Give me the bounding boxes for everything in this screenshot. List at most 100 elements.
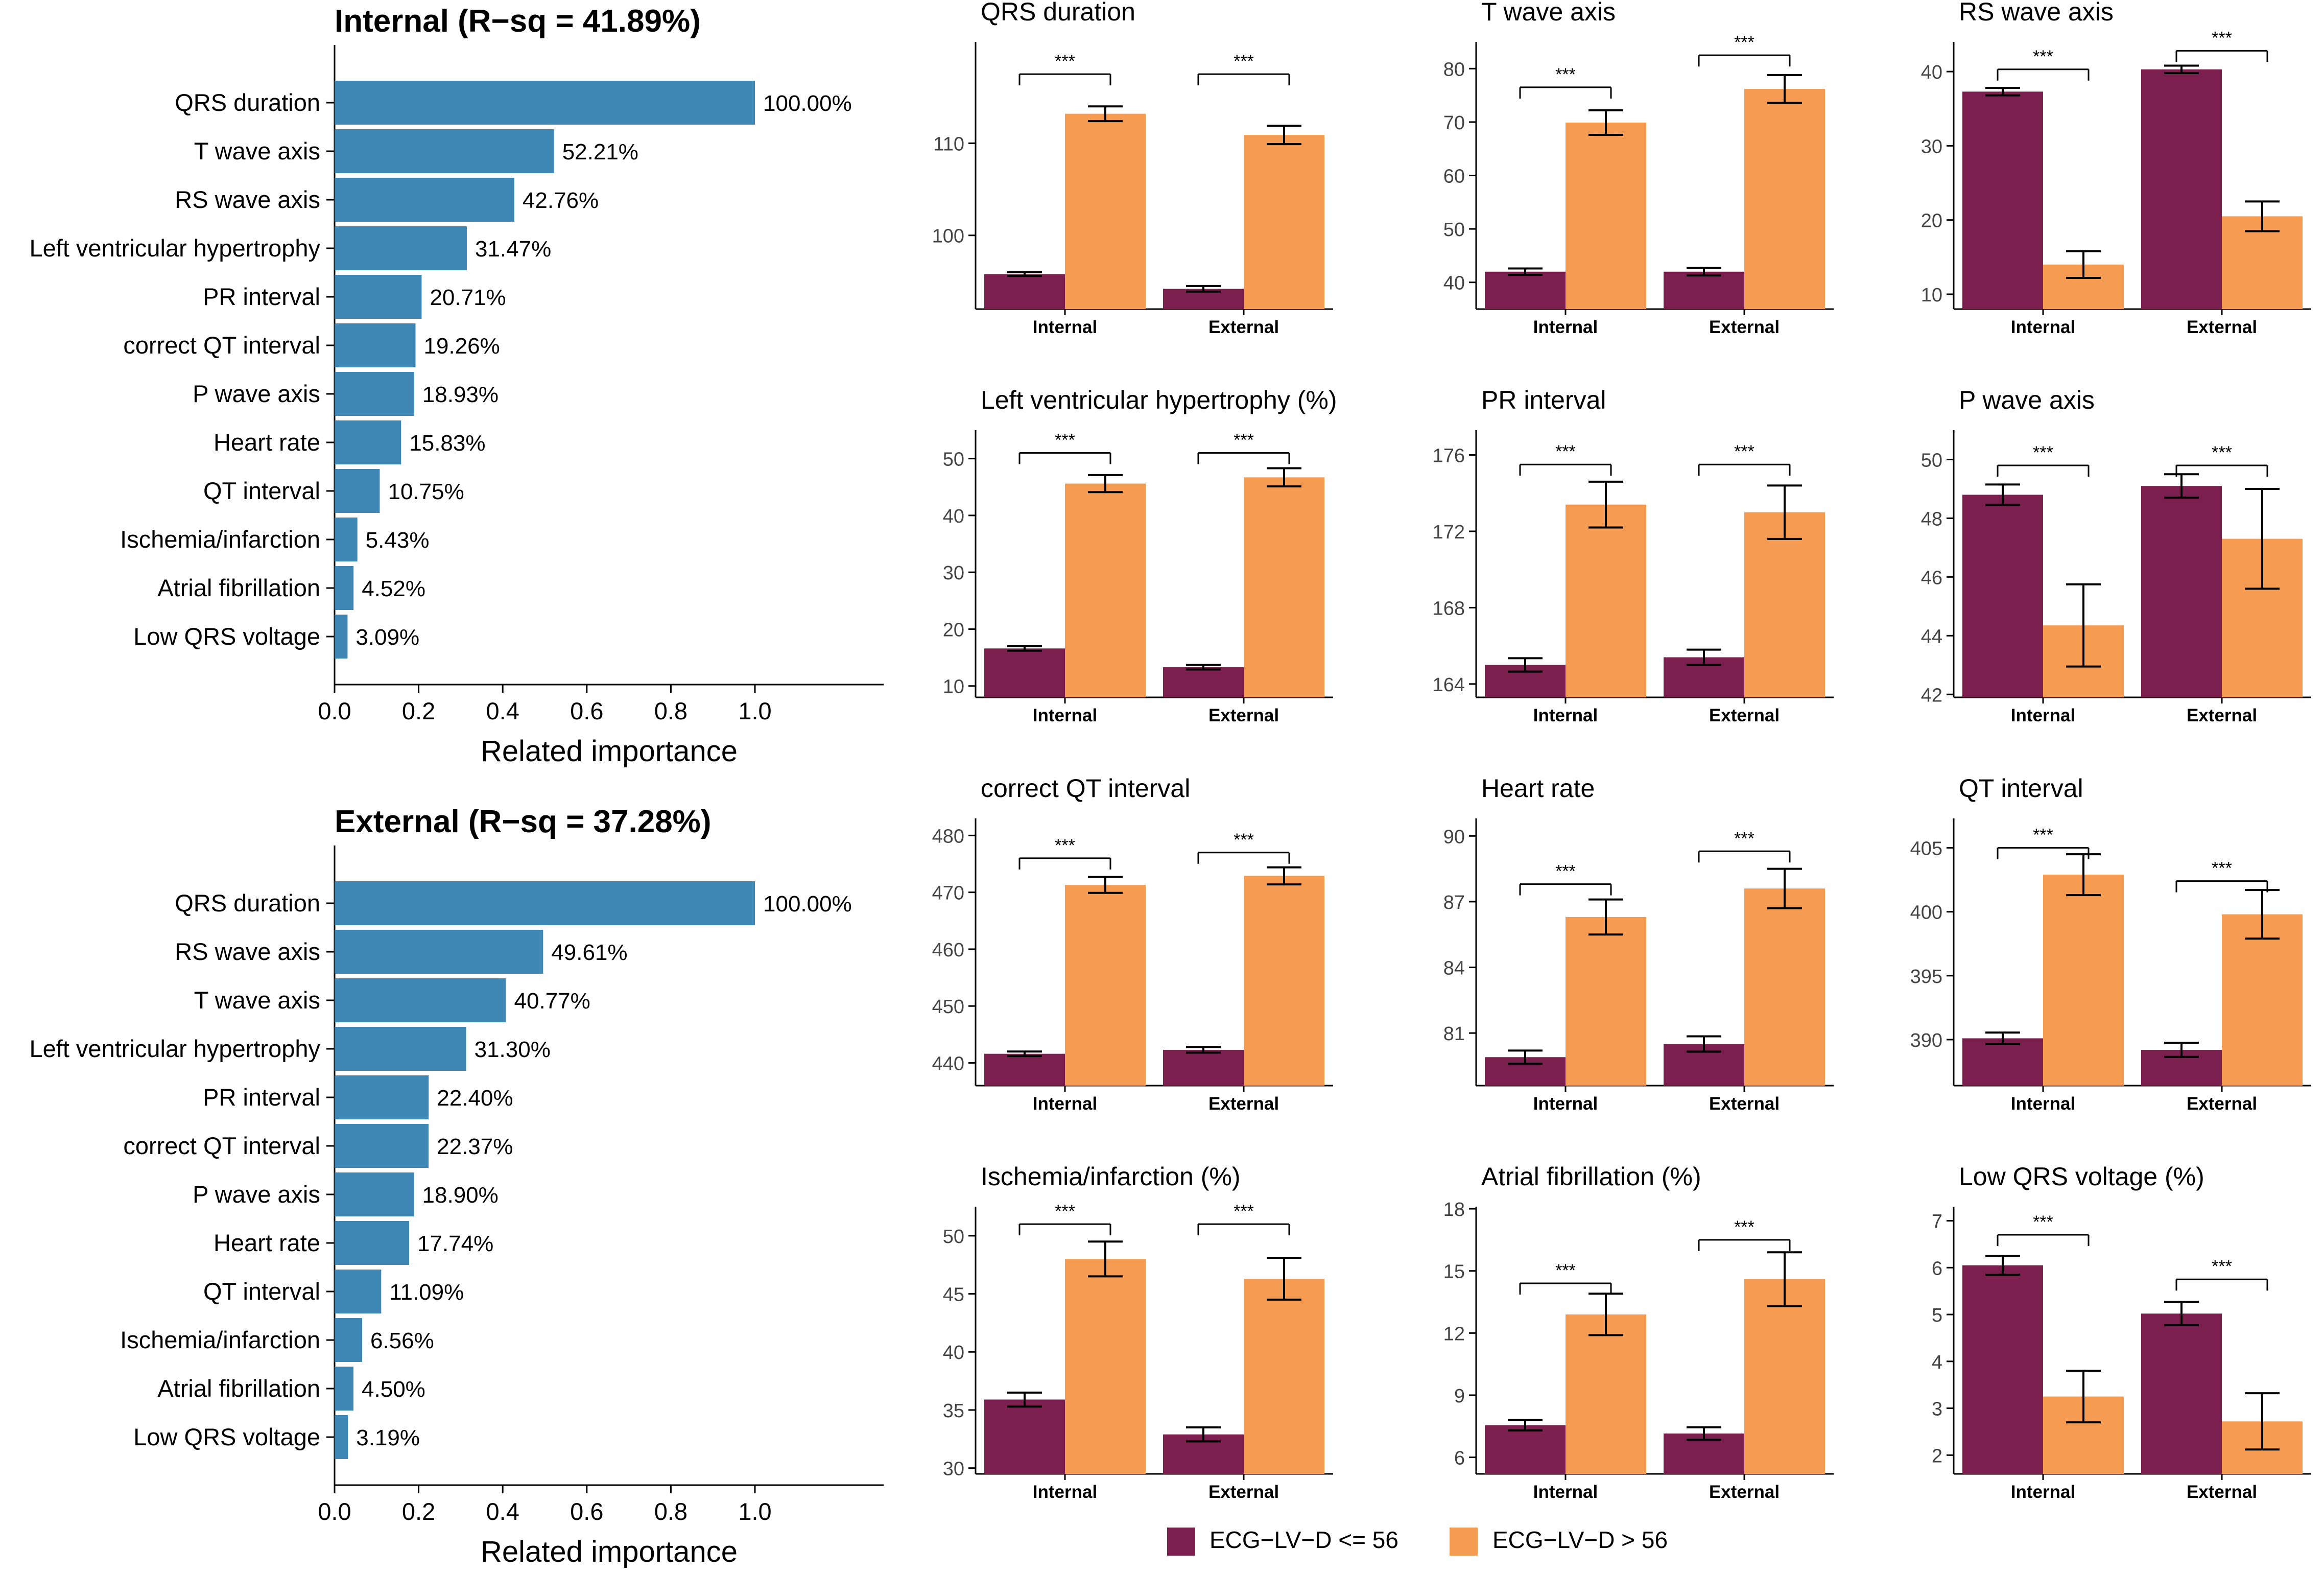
chart-title: Left ventricular hypertrophy (%) [981,386,1337,414]
y-tick-label: 450 [932,996,964,1018]
x-tick-label: External [1208,1482,1279,1502]
category-label: QT interval [203,477,320,504]
value-label: 31.47% [475,237,551,262]
bar-low-group [1485,271,1566,309]
significance-label: *** [1234,830,1254,850]
importance-bar [335,518,358,561]
x-tick-label: Internal [1033,317,1097,337]
small-chart: QT interval 390 395 400 405 Internal *** Extern… [1910,774,2311,1114]
small-chart: QRS duration 100 110 Internal *** External *** [932,0,1333,337]
x-tick-label: 0.6 [570,697,603,724]
small-chart: correct QT interval 440 450 460 470 480 Intern… [932,774,1333,1114]
importance-bar [335,81,755,125]
y-tick-label: 440 [932,1053,964,1074]
x-tick-label: External [1208,706,1279,725]
category-label: P wave axis [193,380,320,407]
bar-low-group [2141,486,2222,697]
bar-high-group [1244,1278,1324,1474]
y-tick-label: 4 [1932,1352,1942,1373]
x-tick-label: External [2187,706,2257,725]
significance-label: *** [2212,443,2232,462]
y-tick-label: 20 [943,619,964,641]
value-label: 4.52% [362,576,425,601]
category-label: Atrial fibrillation [157,1375,320,1402]
small-chart: PR interval 164 168 172 176 Internal *** Extern… [1433,386,1834,725]
significance-label: *** [2212,1257,2232,1276]
y-tick-label: 50 [1443,219,1465,241]
significance-label: *** [1555,1261,1576,1280]
significance-label: *** [1555,862,1576,881]
significance-label: *** [1055,431,1075,450]
bar-low-group [984,1399,1065,1474]
importance-bar [335,1367,354,1411]
significance-label: *** [1234,1202,1254,1221]
small-chart: Heart rate 81 84 87 90 Internal *** External *** [1443,774,1834,1114]
x-tick-label: External [1208,317,1279,337]
y-tick-label: 46 [1921,567,1942,589]
importance-chart-external: External (R−sq = 37.28%) QRS duration 100.… [29,804,884,1568]
value-label: 4.50% [362,1377,425,1402]
y-tick-label: 470 [932,883,964,904]
importance-bar [335,469,380,513]
importance-bar [335,323,416,367]
bar-low-group [1485,1425,1566,1474]
y-tick-label: 50 [1921,450,1942,471]
legend-swatch-low [1167,1528,1195,1556]
importance-bar [335,1075,429,1119]
value-label: 22.37% [437,1134,513,1159]
category-label: Ischemia/infarction [120,526,320,553]
category-label: Heart rate [214,1229,320,1256]
y-tick-label: 84 [1443,958,1465,979]
x-tick-label: Internal [1033,1094,1097,1114]
bar-high-group [1744,89,1825,309]
x-tick-label: Internal [1033,706,1097,725]
y-tick-label: 400 [1910,902,1942,924]
x-tick-label: External [1208,1094,1279,1114]
bar-low-group [1962,91,2043,309]
x-tick-label: 1.0 [738,697,771,724]
bar-high-group [1244,135,1324,309]
y-tick-label: 176 [1433,445,1465,467]
value-label: 3.19% [356,1425,420,1450]
bar-low-group [2141,1313,2222,1474]
small-chart: Ischemia/infarction (%) 30 35 40 45 50 Interna… [943,1162,1333,1502]
legend-label-high: ECG−LV−D > 56 [1492,1527,1668,1553]
bar-low-group [984,648,1065,697]
significance-label: *** [1055,836,1075,855]
category-label: RS wave axis [175,186,320,213]
bar-low-group [1962,495,2043,697]
y-tick-label: 42 [1921,685,1942,706]
value-label: 49.61% [551,940,627,965]
bar-high-group [1566,122,1646,310]
category-label: P wave axis [193,1181,320,1208]
value-label: 22.40% [437,1086,513,1111]
legend-swatch-high [1450,1528,1478,1556]
y-tick-label: 2 [1932,1445,1942,1467]
x-axis-title: Related importance [481,735,738,768]
y-tick-label: 5 [1932,1305,1942,1326]
y-tick-label: 168 [1433,598,1465,619]
importance-bar [335,226,467,270]
y-tick-label: 460 [932,940,964,961]
importance-bar [335,1221,410,1265]
y-tick-label: 390 [1910,1030,1942,1051]
significance-label: *** [1555,442,1576,461]
category-label: QRS duration [175,89,320,116]
y-tick-label: 87 [1443,892,1465,913]
significance-label: *** [2212,859,2232,878]
x-tick-label: 0.0 [318,697,351,724]
importance-bar [335,881,755,925]
significance-label: *** [1734,33,1754,52]
category-label: correct QT interval [123,332,320,359]
importance-bar [335,1270,382,1313]
small-chart: P wave axis 42 44 46 48 50 Internal *** External… [1921,386,2311,725]
y-tick-label: 30 [1921,136,1942,157]
chart-title: Low QRS voltage (%) [1959,1162,2204,1191]
chart-title: correct QT interval [981,774,1190,803]
x-tick-label: 0.2 [402,1498,435,1525]
category-label: QT interval [203,1278,320,1305]
category-label: Left ventricular hypertrophy [29,1035,320,1062]
x-tick-label: External [1709,706,1780,725]
significance-label: *** [1734,1217,1754,1237]
